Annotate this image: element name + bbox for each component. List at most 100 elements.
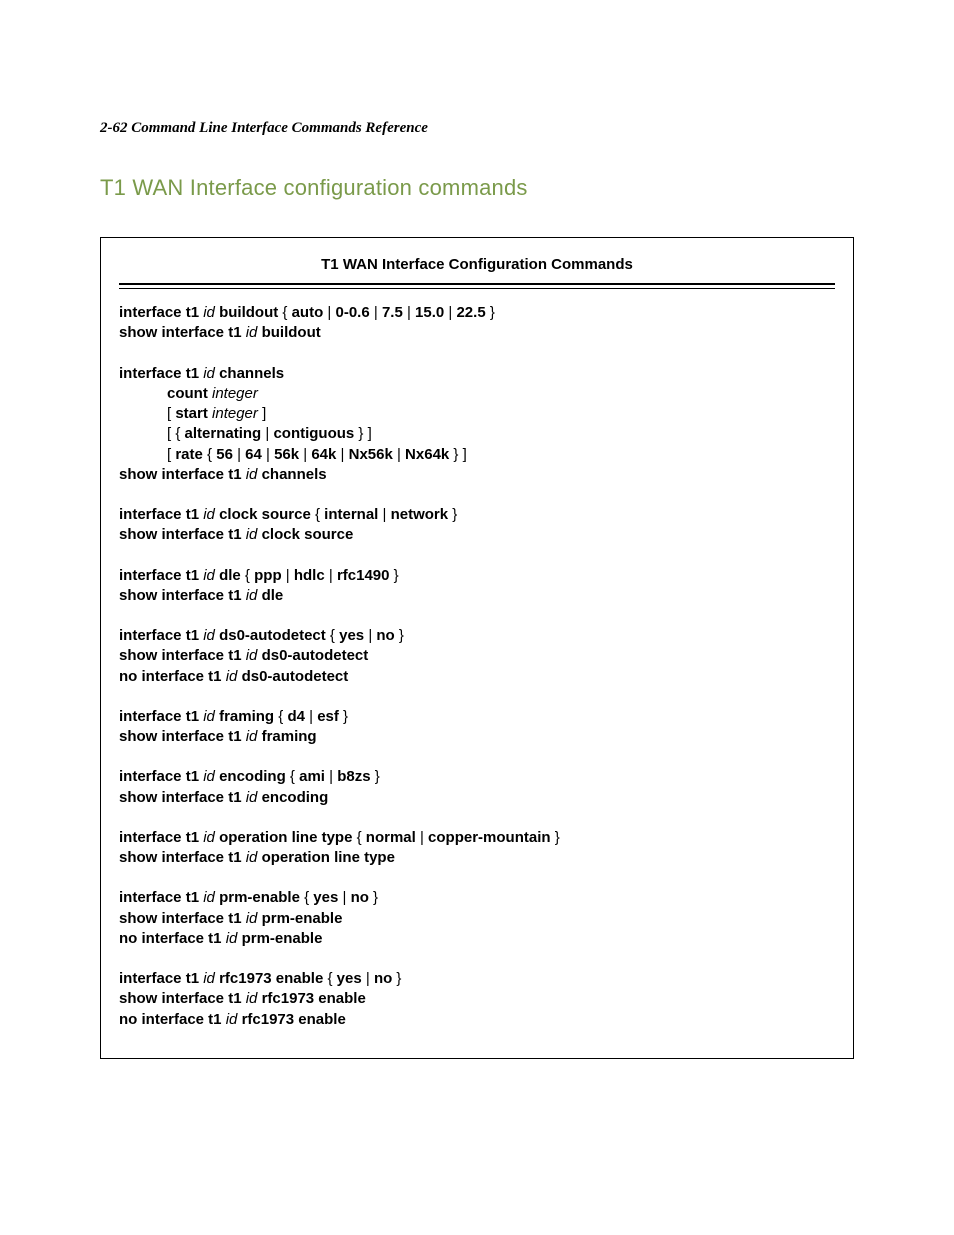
command-line: no interface t1 id prm-enable [119,929,835,949]
command-token: } ] [354,425,372,442]
command-token: copper-mountain [428,829,551,846]
command-token: no [376,627,394,644]
command-token: interface t1 [119,567,199,584]
command-token: integer [212,405,258,422]
section-title: T1 WAN Interface configuration commands [100,175,854,201]
command-line: no interface t1 id rfc1973 enable [119,1010,835,1030]
command-token: channels [219,365,284,382]
command-token: | [282,567,294,584]
command-token: } [371,768,380,785]
command-token: } [448,506,457,523]
command-token: prm-enable [219,889,300,906]
command-token: prm-enable [242,930,323,947]
command-groups: interface t1 id buildout { auto | 0-0.6 … [119,303,835,1030]
command-token: ds0-autodetect [262,647,369,664]
command-group: interface t1 id buildout { auto | 0-0.6 … [119,303,835,344]
command-token: start [175,405,208,422]
command-token: interface t1 [119,768,199,785]
command-line: show interface t1 id ds0-autodetect [119,646,835,666]
command-token: [ { [167,425,185,442]
command-line: interface t1 id framing { d4 | esf } [119,707,835,727]
command-box-title: T1 WAN Interface Configuration Commands [119,256,835,283]
command-token: operation line type [219,829,352,846]
command-token: id [226,1011,238,1028]
command-token: no interface t1 [119,1011,222,1028]
command-token: interface t1 [119,506,199,523]
command-token: yes [313,889,338,906]
command-token: } [395,627,404,644]
command-token: { [241,567,254,584]
command-token: id [203,365,215,382]
command-token: | [305,708,317,725]
command-token: operation line type [262,849,395,866]
command-token: | [233,446,245,463]
command-token: 22.5 [456,304,485,321]
command-token: framing [219,708,274,725]
command-token: encoding [262,789,329,806]
command-token: Nx56k [349,446,393,463]
command-token: id [203,567,215,584]
command-line: show interface t1 id rfc1973 enable [119,989,835,1009]
command-line: show interface t1 id operation line type [119,848,835,868]
command-token: Nx64k [405,446,449,463]
command-token: ds0-autodetect [219,627,326,644]
command-token: } [486,304,495,321]
command-token: | [325,567,337,584]
command-token: | [444,304,456,321]
command-group: interface t1 id dle { ppp | hdlc | rfc14… [119,566,835,607]
command-token: | [370,304,382,321]
command-token: id [203,506,215,523]
command-group: interface t1 id encoding { ami | b8zs }s… [119,767,835,808]
command-token: { [203,446,216,463]
command-token: show interface t1 [119,324,242,341]
command-line: show interface t1 id prm-enable [119,909,835,929]
command-line: interface t1 id dle { ppp | hdlc | rfc14… [119,566,835,586]
command-token: { [311,506,324,523]
command-line: interface t1 id channels [119,364,835,384]
command-token: 15.0 [415,304,444,321]
command-token: id [246,849,258,866]
command-token: clock source [262,526,354,543]
command-token: 56 [216,446,233,463]
command-line: show interface t1 id dle [119,586,835,606]
command-token: hdlc [294,567,325,584]
page: 2-62 Command Line Interface Commands Ref… [0,0,954,1235]
command-line: interface t1 id prm-enable { yes | no } [119,888,835,908]
command-token: | [393,446,405,463]
command-token: | [403,304,415,321]
command-box-rule [119,283,835,289]
command-token: id [246,728,258,745]
command-group: interface t1 id clock source { internal … [119,505,835,546]
command-token: show interface t1 [119,587,242,604]
command-token: buildout [219,304,278,321]
command-line: interface t1 id encoding { ami | b8zs } [119,767,835,787]
command-token: { [352,829,365,846]
command-token: id [203,829,215,846]
command-token: id [246,990,258,1007]
command-token: ami [299,768,325,785]
command-group: interface t1 id framing { d4 | esf }show… [119,707,835,748]
command-token: yes [339,627,364,644]
command-token: interface t1 [119,627,199,644]
command-token: normal [366,829,416,846]
command-token: ds0-autodetect [242,668,349,685]
command-line: interface t1 id rfc1973 enable { yes | n… [119,969,835,989]
command-token: id [246,789,258,806]
command-token: contiguous [273,425,354,442]
command-token: id [203,889,215,906]
page-header: 2-62 Command Line Interface Commands Ref… [100,120,854,137]
command-token: | [416,829,428,846]
command-token: rfc1973 enable [242,1011,346,1028]
command-token: buildout [262,324,321,341]
command-token: id [246,324,258,341]
command-line: [ start integer ] [119,404,835,424]
command-token: id [246,910,258,927]
command-token: d4 [287,708,305,725]
command-token: } ] [449,446,467,463]
command-token: id [203,970,215,987]
command-token: integer [212,385,258,402]
command-token: id [203,304,215,321]
command-line: [ { alternating | contiguous } ] [119,424,835,444]
command-token: show interface t1 [119,526,242,543]
command-group: interface t1 id operation line type { no… [119,828,835,869]
